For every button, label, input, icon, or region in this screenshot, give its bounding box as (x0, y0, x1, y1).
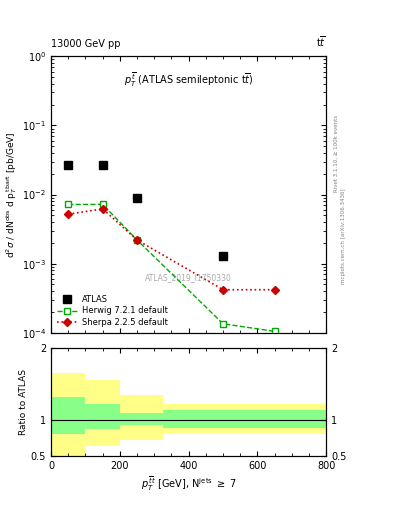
Text: ATLAS_2019_I1750330: ATLAS_2019_I1750330 (145, 273, 232, 282)
Legend: ATLAS, Herwig 7.2.1 default, Sherpa 2.2.5 default: ATLAS, Herwig 7.2.1 default, Sherpa 2.2.… (55, 293, 169, 329)
Y-axis label: Ratio to ATLAS: Ratio to ATLAS (19, 369, 28, 435)
Text: t$\overline{t}$: t$\overline{t}$ (316, 34, 326, 49)
X-axis label: $p^{\,\overline{t}t}_T$ [GeV], N$^{\rm jets}$ $\geq$ 7: $p^{\,\overline{t}t}_T$ [GeV], N$^{\rm j… (141, 475, 237, 493)
Text: mcplots.cern.ch [arXiv:1306.3436]: mcplots.cern.ch [arXiv:1306.3436] (342, 188, 346, 284)
Text: 13000 GeV pp: 13000 GeV pp (51, 38, 121, 49)
Y-axis label: d$^2\sigma$ / dN$^{\rm obs}$ d p$_T^{\rm\,tbar{t}}$ [pb/GeV]: d$^2\sigma$ / dN$^{\rm obs}$ d p$_T^{\rm… (4, 131, 19, 258)
Text: Rivet 3.1.10, ≥ 100k events: Rivet 3.1.10, ≥ 100k events (334, 115, 338, 191)
Text: $p_T^{\,\overline{t}}$ (ATLAS semileptonic t$\overline{t}$): $p_T^{\,\overline{t}}$ (ATLAS semilepton… (124, 70, 253, 89)
